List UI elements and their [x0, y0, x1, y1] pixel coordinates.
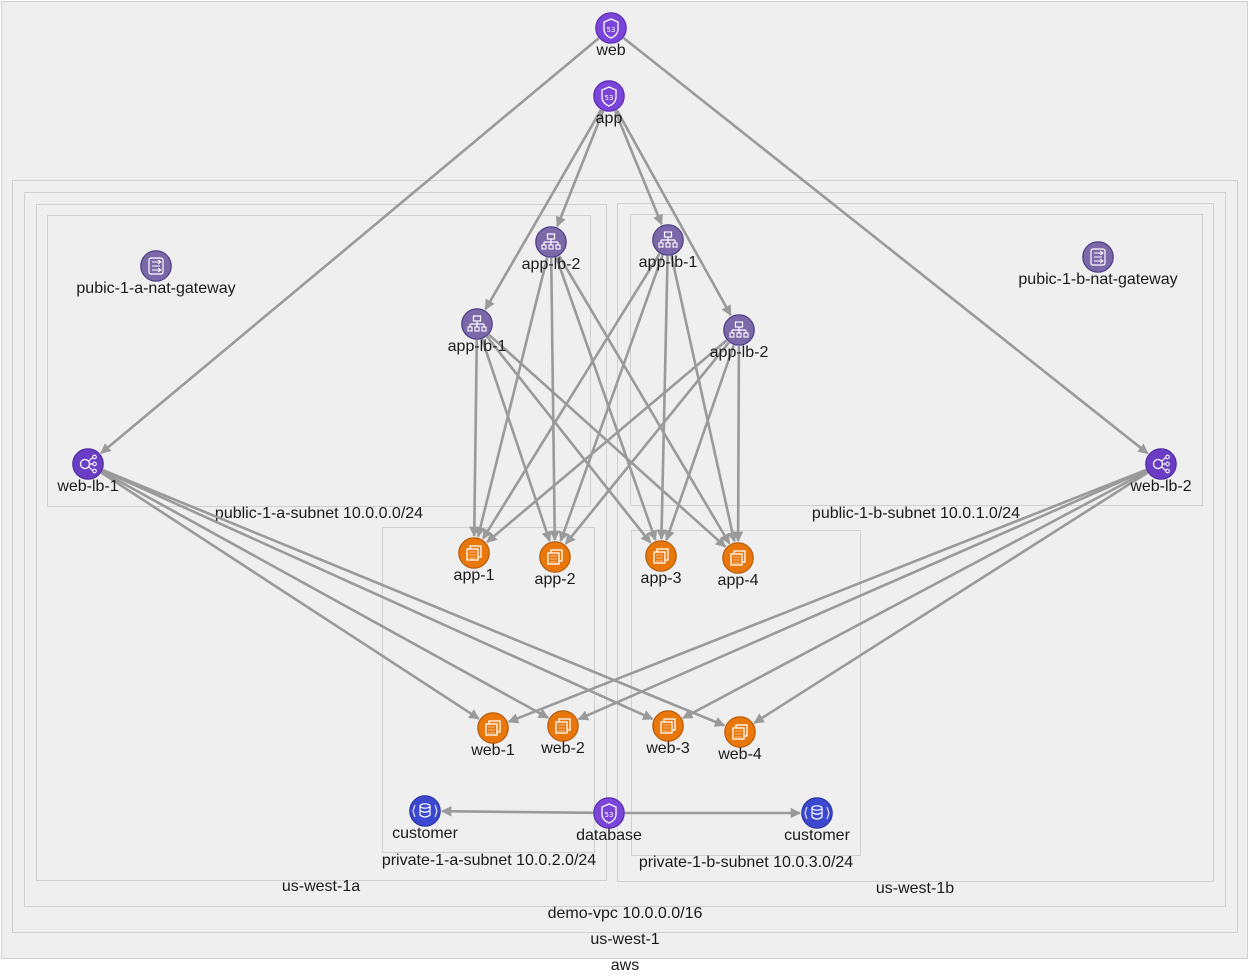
alb-icon[interactable]: [535, 226, 567, 258]
ec2-icon[interactable]: [722, 542, 754, 574]
node-label-nat_a: pubic-1-a-nat-gateway: [76, 280, 236, 297]
edge-weblb2-web4: [753, 471, 1149, 724]
edge-app_dns-alb_b1: [613, 110, 663, 226]
edge-alb_b1-app3: [656, 255, 669, 541]
nat-gateway-icon[interactable]: [140, 250, 172, 282]
rds-icon[interactable]: [801, 797, 833, 829]
node-label-app1: app-1: [453, 567, 495, 584]
az-b-label: us-west-1b: [875, 880, 955, 897]
node-label-weblb1: web-lb-1: [57, 478, 119, 495]
edge-web_dns-weblb1: [100, 37, 600, 455]
edge-weblb2-web2: [577, 469, 1147, 721]
edge-alb_b2-app3: [664, 344, 736, 541]
edge-weblb1-web4: [102, 468, 726, 727]
node-label-cust_b: customer: [784, 827, 850, 844]
edge-alb_b1-app4: [670, 255, 738, 543]
edge-weblb2-web3: [682, 470, 1148, 720]
svg-text:53: 53: [605, 811, 614, 819]
edge-alb_a1-app1: [469, 339, 480, 538]
node-label-web_dns: web: [596, 42, 626, 59]
route53-icon[interactable]: 53: [595, 12, 627, 44]
node-label-web4: web-4: [718, 746, 762, 763]
alb-icon[interactable]: [461, 308, 493, 340]
ec2-icon[interactable]: [645, 540, 677, 572]
ec2-icon[interactable]: [477, 712, 509, 744]
svg-text:53: 53: [607, 26, 616, 34]
node-label-app3: app-3: [640, 570, 682, 587]
svg-text:53: 53: [605, 94, 614, 102]
edge-alb_b1-app1: [481, 252, 661, 540]
private-b-subnet: [631, 530, 861, 856]
elb-icon[interactable]: [72, 448, 104, 480]
node-label-web3: web-3: [646, 740, 690, 757]
edge-app_dns-alb_a2: [555, 110, 605, 228]
edge-alb_b2-app2: [564, 341, 730, 545]
route53-icon[interactable]: 53: [593, 797, 625, 829]
ec2-icon[interactable]: [724, 716, 756, 748]
region-label: us-west-1: [590, 931, 660, 948]
node-label-web2: web-2: [541, 740, 585, 757]
node-label-db_dns: database: [576, 827, 642, 844]
ec2-icon[interactable]: [458, 537, 490, 569]
node-label-alb_a1: app-lb-1: [447, 338, 507, 355]
edge-alb_a1-app3: [485, 335, 652, 544]
edge-alb_b1-app2: [558, 254, 664, 542]
public-b-subnet: [630, 214, 1203, 506]
edge-alb_b2-app4: [732, 345, 744, 543]
edge-weblb1-web1: [100, 471, 480, 720]
alb-icon[interactable]: [723, 314, 755, 346]
edge-alb_a2-app3: [555, 256, 658, 541]
ec2-icon[interactable]: [539, 541, 571, 573]
public-b-subnet-label: public-1-b-subnet 10.0.1.0/24: [811, 505, 1021, 522]
edge-app_dns-alb_b2: [615, 109, 732, 317]
private-a-subnet-label: private-1-a-subnet 10.0.2.0/24: [381, 852, 597, 869]
node-label-weblb2: web-lb-2: [1130, 478, 1192, 495]
edge-alb_b2-app1: [486, 339, 728, 544]
edge-weblb1-web2: [101, 470, 550, 719]
ec2-icon[interactable]: [652, 710, 684, 742]
node-label-cust_a: customer: [392, 825, 458, 842]
alb-icon[interactable]: [652, 224, 684, 256]
node-label-web1: web-1: [471, 742, 515, 759]
edge-alb_a2-app2: [549, 257, 560, 542]
vpc-label: demo-vpc 10.0.0.0/16: [547, 905, 703, 922]
edge-web_dns-weblb2: [622, 36, 1149, 455]
edge-alb_a1-app2: [480, 338, 552, 542]
route53-icon[interactable]: 53: [593, 80, 625, 112]
public-a-subnet-label: public-1-a-subnet 10.0.0.0/24: [214, 505, 424, 522]
node-label-alb_b1: app-lb-1: [638, 254, 698, 271]
node-label-app2: app-2: [534, 571, 576, 588]
edge-alb_a2-app1: [475, 257, 549, 538]
node-label-app_dns: app: [595, 110, 623, 127]
az-a-group: [36, 204, 607, 881]
elb-icon[interactable]: [1145, 448, 1177, 480]
edge-app_dns-alb_a1: [484, 109, 603, 311]
private-b-subnet-label: private-1-b-subnet 10.0.3.0/24: [638, 854, 854, 871]
node-label-app4: app-4: [717, 572, 759, 589]
edge-alb_a2-app4: [557, 255, 731, 545]
edge-weblb1-web3: [102, 469, 654, 721]
edge-weblb2-web1: [507, 468, 1147, 724]
node-label-alb_a2: app-lb-2: [521, 256, 581, 273]
edge-db_dns-cust_a: [440, 806, 594, 817]
ec2-icon[interactable]: [547, 710, 579, 742]
nat-gateway-icon[interactable]: [1082, 241, 1114, 273]
public-a-subnet: [47, 215, 591, 507]
az-a-label: us-west-1a: [281, 878, 361, 895]
node-label-nat_b: pubic-1-b-nat-gateway: [1018, 271, 1178, 288]
rds-icon[interactable]: [409, 795, 441, 827]
node-label-alb_b2: app-lb-2: [709, 344, 769, 361]
aws-label: aws: [610, 957, 640, 974]
